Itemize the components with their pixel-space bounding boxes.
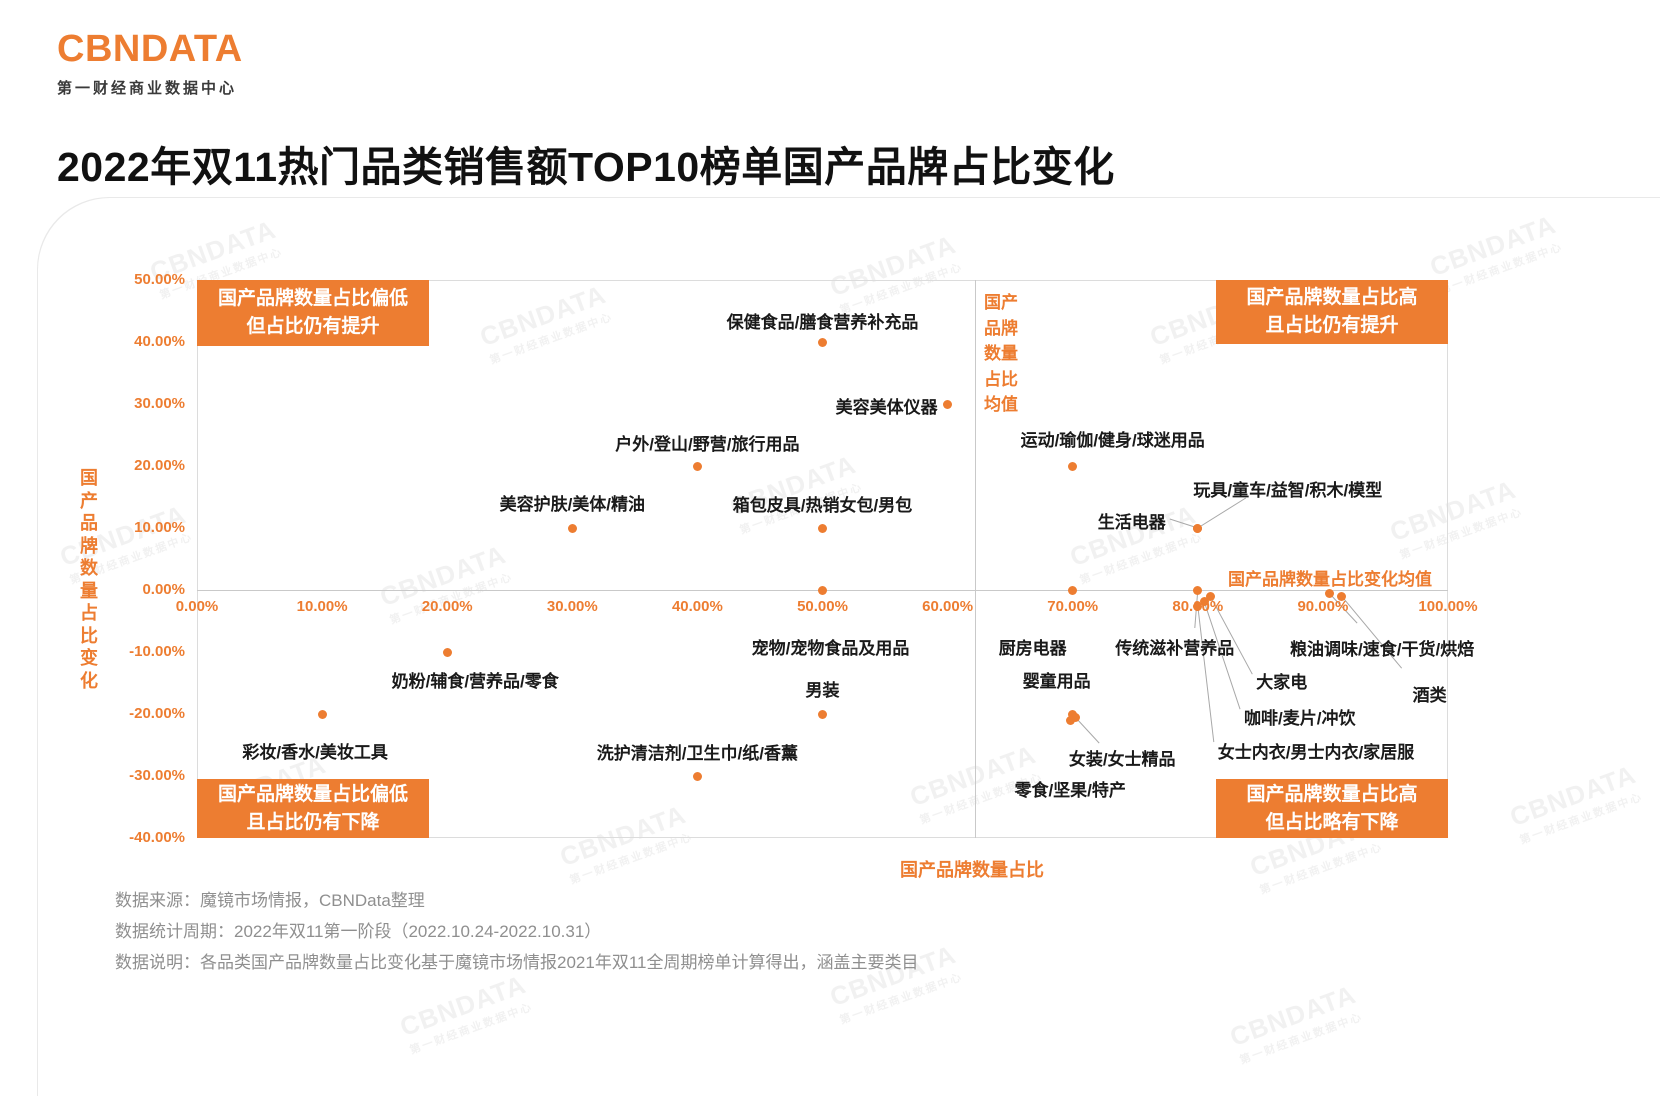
point-label: 保健食品/膳食营养补充品 (726, 313, 919, 332)
x-tick-label: 90.00% (1297, 598, 1349, 615)
quadrant-label-line: 且占比仍有下降 (246, 811, 380, 833)
scatter-point (1065, 715, 1075, 725)
x-tick-label: 20.00% (421, 598, 473, 615)
scatter-point (818, 585, 827, 595)
scatter-point (692, 771, 702, 781)
scatter-point (1337, 591, 1347, 601)
y-tick-label: 50.00% (134, 271, 185, 288)
scatter-point (1205, 591, 1215, 601)
scatter-point (692, 461, 702, 471)
point-label: 粮油调味/速食/干货/烘焙 (1290, 640, 1475, 660)
point-label: 玩具/童车/益智/积木/模型 (1193, 481, 1383, 500)
point-label: 彩妆/香水/美妆工具 (242, 743, 388, 762)
point-label: 男装 (805, 681, 840, 700)
y-mean-label: 国产品牌数量占比变化均值 (1228, 570, 1432, 589)
x-tick-label: 50.00% (797, 598, 848, 615)
point-label: 婴童用品 (1022, 672, 1091, 691)
x-tick-label: 70.00% (1047, 598, 1099, 615)
x-mean-label: 国产 品牌 数量 占比 均值 (984, 293, 1018, 414)
quadrant-label-line: 国产品牌数量占比偏低 (217, 783, 408, 805)
point-label: 大家电 (1256, 673, 1308, 693)
scatter-point (818, 523, 827, 533)
quadrant-label-line: 但占比仍有提升 (246, 316, 380, 337)
point-label: 生活电器 (1097, 513, 1166, 532)
scatter-point (1068, 585, 1078, 595)
point-label: 宠物/宠物食品及用品 (751, 639, 910, 658)
y-tick-label: 30.00% (134, 395, 185, 412)
scatter-point (1193, 585, 1203, 595)
point-label: 奶粉/辅食/营养品/零食 (391, 672, 559, 691)
quadrant-label-line: 国产品牌数量占比高 (1246, 287, 1418, 309)
y-tick-label: 20.00% (134, 457, 185, 474)
point-label: 美容护肤/美体/精油 (499, 495, 646, 514)
quadrant-label-bottom-left: 国产品牌数量占比偏低 且占比仍有下降 (197, 779, 429, 838)
scatter-point (1068, 461, 1078, 471)
x-tick-label: 60.00% (922, 598, 974, 615)
point-label: 美容美体仪器 (835, 398, 938, 417)
scatter-point (1324, 588, 1334, 598)
scatter-point (818, 709, 827, 719)
quadrant-label-line: 国产品牌数量占比偏低 (217, 288, 408, 310)
y-tick-label: 40.00% (134, 333, 185, 350)
point-label: 洗护清洁剂/卫生巾/纸/香薰 (596, 744, 798, 763)
point-label: 咖啡/麦片/冲饮 (1244, 709, 1356, 729)
x-axis-title: 国产品牌数量占比 (900, 860, 1044, 880)
scatter-point (442, 647, 452, 657)
y-tick-label: 10.00% (134, 519, 185, 536)
y-tick-label: -20.00% (129, 705, 185, 722)
x-tick-label: 100.00% (1418, 598, 1478, 615)
y-tick-label: -40.00% (129, 829, 185, 846)
x-mean-line (975, 280, 977, 838)
x-tick-label: 0.00% (175, 598, 219, 615)
quadrant-label-line: 国产品牌数量占比高 (1246, 783, 1418, 805)
scatter-point (1070, 712, 1080, 722)
point-label: 传统滋补营养品 (1115, 639, 1235, 658)
point-label: 女装/女士精品 (1068, 750, 1176, 770)
scatter-point (943, 399, 953, 409)
point-label: 酒类 (1412, 686, 1447, 706)
quadrant-label-bottom-right: 国产品牌数量占比高 但占比略有下降 (1216, 779, 1448, 838)
quadrant-label-top-right: 国产品牌数量占比高 且占比仍有提升 (1216, 280, 1448, 344)
point-label: 运动/瑜伽/健身/球迷用品 (1020, 431, 1205, 450)
x-tick-label: 10.00% (296, 598, 348, 615)
y-tick-label: -30.00% (129, 767, 185, 784)
quadrant-label-line: 但占比略有下降 (1265, 811, 1399, 833)
scatter-point (1193, 523, 1203, 533)
x-tick-label: 30.00% (546, 598, 598, 615)
scatter-point (818, 337, 827, 347)
scatter-point (1199, 596, 1209, 606)
point-label: 厨房电器 (998, 639, 1067, 658)
brand-logo-text: CBNDATA (57, 28, 243, 70)
point-label: 箱包皮具/热销女包/男包 (732, 496, 913, 515)
y-tick-label: -10.00% (129, 643, 185, 660)
quadrant-label-top-left: 国产品牌数量占比偏低 但占比仍有提升 (197, 280, 429, 346)
y-axis-title: 国 产 品 牌 数 量 占 比 变 化 (80, 468, 98, 691)
point-label: 户外/登山/野营/旅行用品 (615, 435, 800, 454)
page-title: 2022年双11热门品类销售额TOP10榜单国产品牌占比变化 (57, 144, 1115, 190)
scatter-point (317, 709, 327, 719)
x-tick-label: 40.00% (671, 598, 723, 615)
brand-logo: CBNDATA 第一财经商业数据中心 (57, 28, 243, 98)
scatter-point (567, 523, 577, 533)
point-label: 女士内衣/男士内衣/家居服 (1217, 743, 1415, 763)
brand-logo-subtitle: 第一财经商业数据中心 (57, 80, 238, 97)
footnote-source: 数据来源：魔镜市场情报，CBNData整理 (115, 891, 425, 910)
footnote-method: 数据说明：各品类国产品牌数量占比变化基于魔镜市场情报2021年双11全周期榜单计… (115, 953, 919, 972)
scatter-point (1193, 601, 1203, 611)
point-label: 零食/坚果/特产 (1014, 781, 1126, 801)
footnote-period: 数据统计周期：2022年双11第一阶段（2022.10.24-2022.10.3… (115, 922, 602, 941)
y-tick-label: 0.00% (142, 581, 185, 598)
quadrant-label-line: 且占比仍有提升 (1265, 315, 1399, 336)
plot-frame (197, 280, 1448, 838)
